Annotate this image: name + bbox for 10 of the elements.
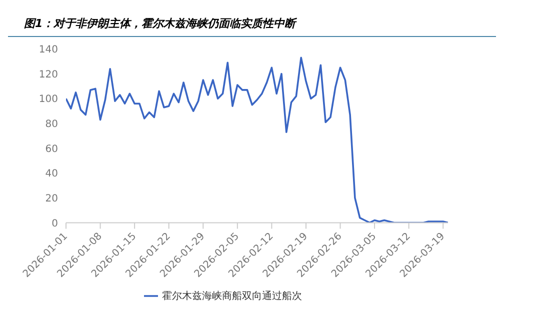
y-tick-label: 0 [52, 218, 58, 230]
y-tick-label: 20 [45, 193, 58, 204]
y-tick-label: 120 [38, 69, 58, 80]
y-tick-label: 140 [38, 44, 58, 56]
y-tick-label: 40 [45, 168, 58, 180]
legend-label: 霍尔木兹海峡商船双向通过船次 [162, 290, 302, 302]
y-tick-label: 100 [38, 94, 58, 106]
chart-title: 图1：对于非伊朗主体，霍尔木兹海峡仍面临实质性中断 [8, 8, 496, 37]
y-tick-label: 60 [45, 144, 58, 155]
y-tick-label: 80 [45, 119, 58, 130]
